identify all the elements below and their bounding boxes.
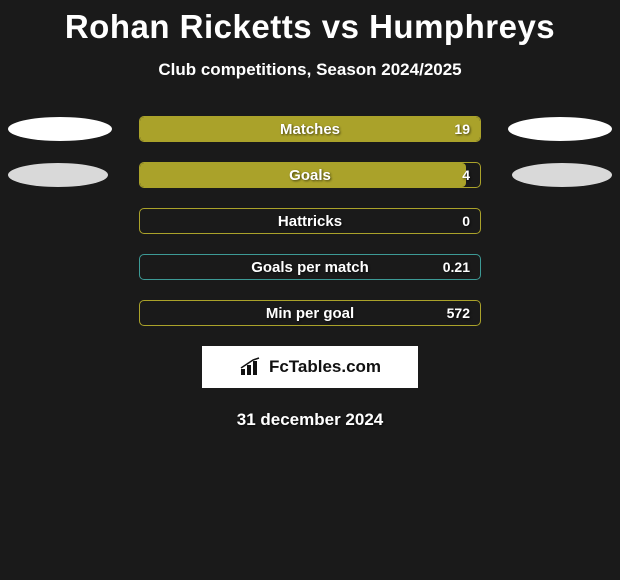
player-ellipse-left <box>8 117 112 141</box>
stat-bar: Min per goal572 <box>139 300 481 326</box>
player-ellipse-left <box>8 163 108 187</box>
stat-bar: Goals per match0.21 <box>139 254 481 280</box>
stat-label: Hattricks <box>140 209 480 233</box>
page-title: Rohan Ricketts vs Humphreys <box>0 8 620 46</box>
player-ellipse-right <box>508 117 612 141</box>
stat-label: Min per goal <box>140 301 480 325</box>
stat-value: 0 <box>462 209 470 233</box>
stat-bar: Matches19 <box>139 116 481 142</box>
stat-label: Goals per match <box>140 255 480 279</box>
bar-chart-icon <box>239 357 265 377</box>
source-logo: FcTables.com <box>202 346 418 388</box>
stat-value: 19 <box>454 117 470 141</box>
stat-row: Hattricks0 <box>0 208 620 234</box>
stat-label: Matches <box>140 117 480 141</box>
stat-row: Goals4 <box>0 162 620 188</box>
player-ellipse-right <box>512 163 612 187</box>
stat-value: 4 <box>462 163 470 187</box>
stat-value: 572 <box>447 301 470 325</box>
stat-bar: Goals4 <box>139 162 481 188</box>
stat-row: Matches19 <box>0 116 620 142</box>
stats-list: Matches19 Goals4 Hattricks0 Goals per match… <box>0 116 620 326</box>
page-subtitle: Club competitions, Season 2024/2025 <box>0 60 620 80</box>
stat-label: Goals <box>140 163 480 187</box>
logo-inner: FcTables.com <box>239 357 381 377</box>
snapshot-date: 31 december 2024 <box>0 410 620 430</box>
stat-bar: Hattricks0 <box>139 208 481 234</box>
stat-row: Min per goal572 <box>0 300 620 326</box>
logo-text: FcTables.com <box>269 357 381 377</box>
stat-row: Goals per match0.21 <box>0 254 620 280</box>
comparison-infographic: Rohan Ricketts vs Humphreys Club competi… <box>0 0 620 430</box>
stat-value: 0.21 <box>443 255 470 279</box>
